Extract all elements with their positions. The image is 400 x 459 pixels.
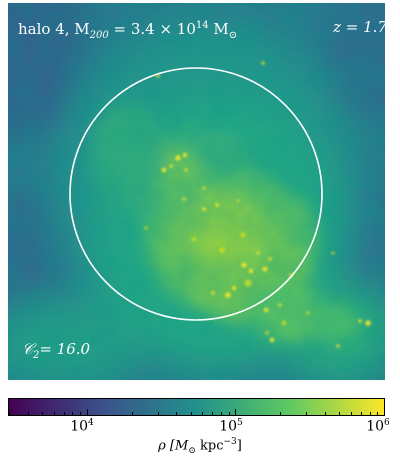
colorbar-tick-label: 105 [219, 418, 243, 435]
colorbar-minor-tick [53, 412, 55, 415]
colorbar-minor-tick [369, 412, 371, 415]
density-map-image [8, 3, 385, 380]
colorbar-minor-tick [190, 412, 192, 415]
colorbar-minor-tick [131, 412, 133, 415]
density-map [8, 3, 385, 380]
colorbar-minor-tick [306, 412, 308, 415]
colorbar-tick-label: 106 [366, 418, 390, 435]
colorbar-minor-tick [221, 412, 222, 415]
colorbar-minor-tick [228, 412, 230, 415]
colorbar-minor-tick [351, 412, 352, 415]
colorbar-minor-tick [176, 412, 178, 415]
colorbar-minor-tick [361, 412, 362, 415]
colorbar-tick-label: 104 [70, 418, 94, 435]
r200-circle [69, 67, 323, 321]
colorbar-major-tick [86, 409, 88, 415]
colorbar-label: ρ [M⊙ kpc−3] [158, 437, 242, 456]
colorbar-minor-tick [339, 412, 341, 415]
concentration-label: 𝒞2= 16.0 [22, 340, 91, 361]
colorbar-minor-tick [324, 412, 326, 415]
colorbar-minor-tick [212, 412, 214, 415]
colorbar-minor-tick [9, 412, 10, 415]
colorbar-minor-tick [42, 412, 43, 415]
redshift-label: z = 1.7 [333, 18, 387, 36]
colorbar-minor-tick [202, 412, 204, 415]
colorbar-minor-tick [72, 412, 74, 415]
colorbar-major-tick [384, 409, 385, 415]
colorbar [8, 398, 385, 416]
colorbar-minor-tick [79, 412, 81, 415]
colorbar-minor-tick [157, 412, 159, 415]
halo-label: halo 4, M200 = 3.4 × 1014 M⊙ [18, 20, 238, 41]
colorbar-minor-tick [63, 412, 65, 415]
colorbar-major-tick [235, 409, 237, 415]
colorbar-minor-tick [27, 412, 29, 415]
colorbar-minor-tick [280, 412, 282, 415]
colorbar-minor-tick [377, 412, 379, 415]
